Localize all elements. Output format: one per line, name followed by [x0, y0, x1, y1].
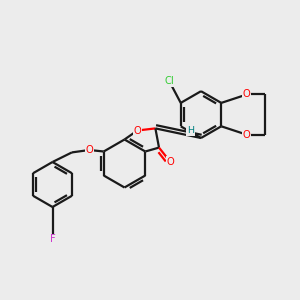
Text: O: O	[167, 157, 174, 167]
Text: F: F	[50, 234, 56, 244]
Text: O: O	[243, 130, 250, 140]
Text: O: O	[85, 145, 93, 155]
Text: O: O	[134, 125, 141, 136]
Text: O: O	[243, 89, 250, 100]
Text: H: H	[187, 126, 194, 135]
Text: Cl: Cl	[164, 76, 174, 86]
